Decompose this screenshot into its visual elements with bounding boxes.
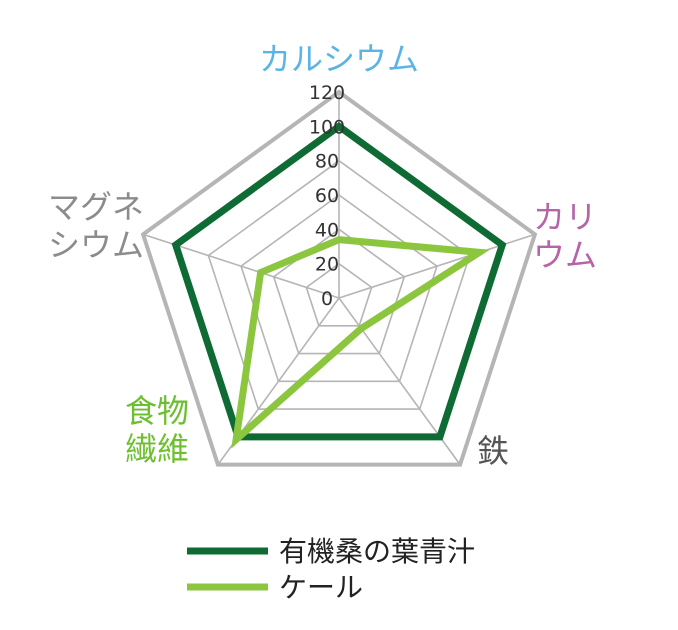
axis-label-1: ウム (533, 236, 597, 274)
grid-ring-120 (140, 89, 538, 467)
series-line-0 (171, 122, 507, 441)
axis-label-4: シウム (48, 226, 144, 264)
axis-label-1: カリ (533, 198, 597, 236)
radar-series (171, 122, 507, 449)
tick-label: 100 (309, 116, 345, 138)
grid-ring-80 (207, 159, 471, 410)
tick-label: 60 (315, 185, 339, 207)
grid-ring-20 (305, 262, 373, 327)
tick-label: 80 (315, 151, 339, 173)
tick-label: 120 (309, 82, 345, 104)
grid-ring-60 (240, 194, 438, 383)
radial-tick-labels: 0 20 40 60 80 100 120 (309, 82, 345, 310)
series-line-1 (231, 236, 490, 449)
tick-label: 20 (315, 254, 339, 276)
axis-label-2: 鉄 (477, 432, 509, 470)
radar-grid (140, 89, 538, 467)
axis-label-3: 食物 (125, 392, 189, 430)
grid-ring-40 (272, 228, 406, 355)
tick-label: 40 (315, 219, 339, 241)
legend-label-1: ケール (279, 571, 363, 604)
axis-label-4: マグネ (48, 188, 144, 226)
tick-label: 0 (321, 288, 333, 310)
axis-label-0: カルシウム (259, 40, 419, 78)
legend-label-0: 有機桑の葉青汁 (279, 535, 475, 568)
axis-label-3: 繊維 (125, 430, 189, 468)
